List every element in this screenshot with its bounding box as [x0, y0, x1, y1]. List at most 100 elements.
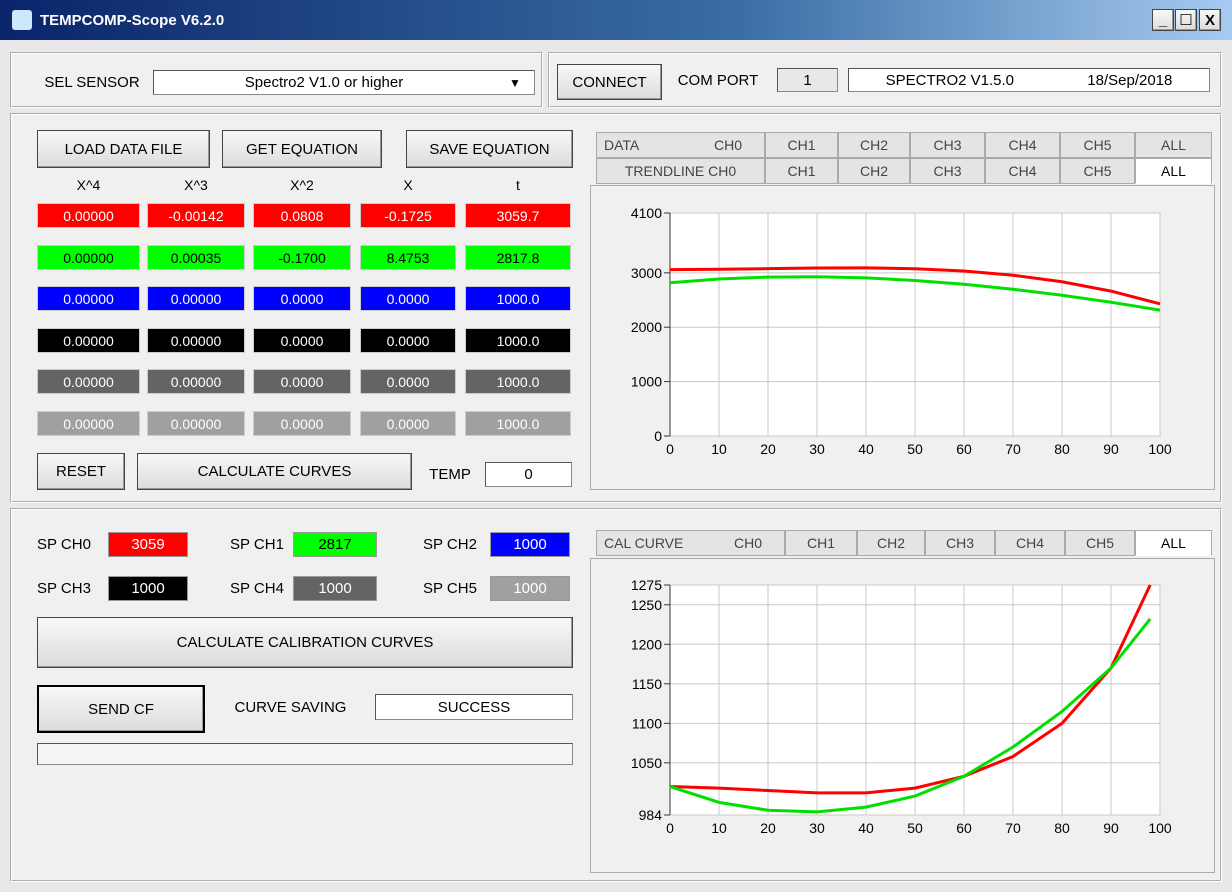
coefficient-cell: 0.0000: [253, 369, 351, 394]
x-tick-label: 80: [1054, 820, 1070, 836]
setpoint-value: 3059: [108, 532, 188, 557]
temp-label: TEMP: [429, 466, 471, 483]
calculate-calibration-button[interactable]: CALCULATE CALIBRATION CURVES: [37, 617, 573, 668]
minimize-button[interactable]: _: [1152, 9, 1174, 31]
x-tick-label: 80: [1054, 441, 1070, 457]
tab[interactable]: CH5: [1060, 132, 1135, 158]
setpoint-value: 1000: [293, 576, 377, 601]
tab[interactable]: CH5: [1065, 530, 1135, 556]
tab[interactable]: ALL: [1135, 158, 1212, 184]
title-bar: TEMPCOMP-Scope V6.2.0: [0, 0, 1232, 40]
y-tick-label: 1050: [631, 755, 662, 771]
progress-bar: [37, 743, 573, 765]
tab[interactable]: CH1: [765, 132, 838, 158]
x-tick-label: 100: [1148, 441, 1172, 457]
y-tick-label: 984: [639, 807, 663, 823]
x-tick-label: 20: [760, 441, 776, 457]
coefficient-cell: 0.00000: [37, 328, 140, 353]
data-line: [669, 618, 1152, 814]
x-tick-label: 0: [666, 820, 674, 836]
coefficient-cell: 2817.8: [465, 245, 571, 270]
x-tick-label: 90: [1103, 441, 1119, 457]
setpoint-label: SP CH2: [423, 536, 477, 553]
tab[interactable]: CH3: [910, 158, 985, 184]
curve-saving-label: CURVE SAVING: [234, 698, 347, 716]
x-tick-label: 50: [907, 820, 923, 836]
y-tick-label: 3000: [631, 265, 662, 281]
y-tick-label: 1250: [631, 597, 662, 613]
coefficient-cell: 0.00000: [147, 328, 245, 353]
setpoint-label: SP CH5: [423, 580, 477, 597]
tab[interactable]: CH0: [596, 132, 765, 158]
tab-group-label: CAL CURVE: [604, 535, 684, 551]
column-header: X^3: [184, 177, 208, 193]
coefficient-cell: 0.0000: [360, 411, 456, 436]
tab[interactable]: CH4: [985, 158, 1060, 184]
tab[interactable]: CH1: [785, 530, 857, 556]
x-tick-label: 10: [711, 441, 727, 457]
coefficient-cell: 0.00000: [147, 286, 245, 311]
y-tick-label: 0: [654, 428, 662, 444]
x-tick-label: 60: [956, 441, 972, 457]
coefficient-cell: 0.00000: [147, 411, 245, 436]
equation-button[interactable]: LOAD DATA FILE: [37, 130, 210, 168]
setpoint-value: 1000: [490, 576, 570, 601]
coefficient-cell: 0.0000: [360, 286, 456, 311]
coefficient-cell: 8.4753: [360, 245, 456, 270]
maximize-button[interactable]: ☐: [1175, 9, 1197, 31]
coefficient-cell: 3059.7: [465, 203, 571, 228]
coefficient-cell: -0.00142: [147, 203, 245, 228]
coefficient-cell: 0.00035: [147, 245, 245, 270]
tab[interactable]: CH2: [838, 132, 910, 158]
coefficient-cell: 0.0808: [253, 203, 351, 228]
tab[interactable]: CH5: [1060, 158, 1135, 184]
tab[interactable]: CH0: [596, 530, 785, 556]
coefficient-cell: 0.00000: [37, 203, 140, 228]
coefficient-cell: 1000.0: [465, 369, 571, 394]
temp-field: 0: [485, 462, 572, 487]
com-port-field: 1: [777, 68, 838, 92]
x-tick-label: 20: [760, 820, 776, 836]
x-tick-label: 90: [1103, 820, 1119, 836]
sensor-label: SEL SENSOR: [44, 74, 140, 91]
dropdown-arrow[interactable]: ▼: [509, 75, 521, 90]
y-tick-label: 1200: [631, 636, 662, 652]
y-tick-label: 4100: [631, 205, 662, 221]
equation-button[interactable]: GET EQUATION: [222, 130, 382, 168]
tab-group-label: DATA: [604, 137, 640, 153]
x-tick-label: 70: [1005, 820, 1021, 836]
chart: 0 10 20 30 40 50 60 70 80 90 100 984 1050 1100 1150 120…: [631, 577, 1172, 836]
tab[interactable]: CH3: [910, 132, 985, 158]
coefficient-cell: 1000.0: [465, 286, 571, 311]
coefficient-cell: 0.00000: [37, 245, 140, 270]
x-tick-label: 40: [858, 441, 874, 457]
tab[interactable]: ALL: [1135, 530, 1212, 556]
calculate-curves-button[interactable]: CALCULATE CURVES: [137, 453, 412, 490]
setpoint-label: SP CH4: [230, 580, 284, 597]
close-button[interactable]: X: [1199, 9, 1221, 31]
x-tick-label: 30: [809, 820, 825, 836]
x-tick-label: 40: [858, 820, 874, 836]
data-line: [669, 266, 1161, 306]
x-tick-label: 10: [711, 820, 727, 836]
tab[interactable]: CH4: [985, 132, 1060, 158]
x-tick-label: 100: [1148, 820, 1172, 836]
setpoint-value: 1000: [490, 532, 570, 557]
reset-button[interactable]: RESET: [37, 453, 125, 490]
coefficient-cell: 0.00000: [37, 369, 140, 394]
connect-button[interactable]: CONNECT: [557, 64, 662, 100]
tab[interactable]: TRENDLINE CH0: [596, 158, 765, 184]
equation-button[interactable]: SAVE EQUATION: [406, 130, 573, 168]
tab[interactable]: CH2: [838, 158, 910, 184]
tab[interactable]: CH4: [995, 530, 1065, 556]
tab[interactable]: CH2: [857, 530, 925, 556]
tab[interactable]: CH3: [925, 530, 995, 556]
y-tick-label: 1150: [632, 676, 662, 692]
sensor-select[interactable]: Spectro2 V1.0 or higher: [153, 70, 535, 95]
y-tick-label: 1275: [631, 577, 662, 593]
tab[interactable]: CH1: [765, 158, 838, 184]
send-cf-button[interactable]: SEND CF: [37, 685, 205, 733]
tab[interactable]: ALL: [1135, 132, 1212, 158]
